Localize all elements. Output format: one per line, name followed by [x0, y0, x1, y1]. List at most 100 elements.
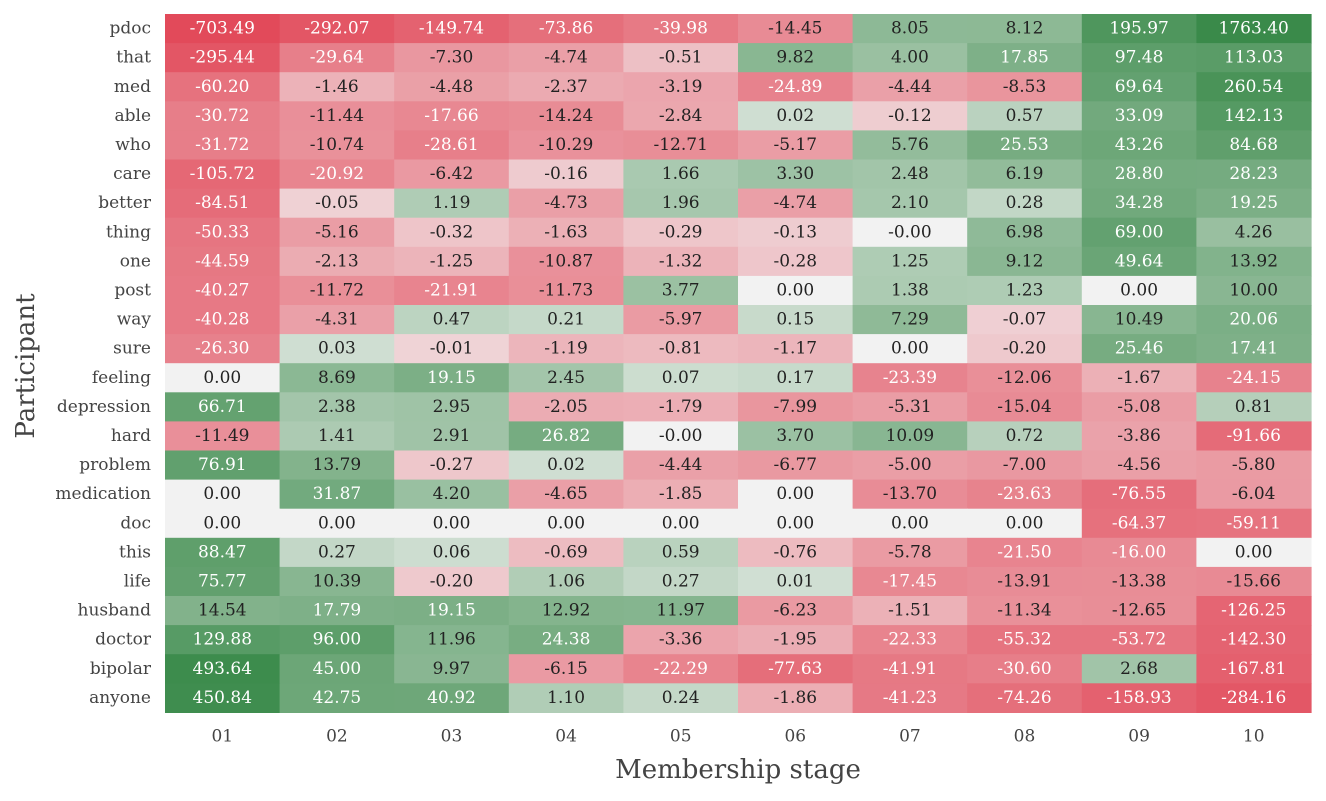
cell-value-label: -29.64	[310, 48, 364, 68]
cell-value-label: -13.38	[1112, 571, 1166, 591]
cell-value-label: 0.00	[203, 484, 241, 504]
heatmap-cell	[1196, 130, 1312, 161]
heatmap-cell	[165, 363, 281, 393]
cell-value-label: -14.24	[539, 106, 593, 126]
heatmap-cell	[1081, 101, 1197, 131]
cell-value-label: -11.44	[310, 106, 364, 126]
heatmap-cell	[852, 14, 968, 44]
heatmap-cell	[508, 566, 624, 597]
y-tick-label: problem	[79, 455, 151, 475]
heatmap-cell	[852, 392, 968, 422]
cell-value-label: -5.80	[1232, 455, 1276, 475]
heatmap-cell	[967, 566, 1083, 597]
heatmap-cell	[1196, 479, 1312, 510]
cell-value-label: 0.57	[1006, 106, 1044, 126]
heatmap-cell	[738, 683, 854, 713]
heatmap-cell	[738, 596, 854, 626]
cell-value-label: -5.08	[1117, 397, 1161, 417]
cell-value-label: -1.63	[544, 222, 588, 242]
heatmap-cell	[738, 392, 854, 422]
heatmap-cell	[165, 566, 281, 597]
cell-value-label: -167.81	[1221, 659, 1286, 679]
heatmap-cell	[738, 450, 854, 481]
heatmap-cell	[738, 508, 854, 539]
cell-value-label: -703.49	[190, 19, 255, 39]
y-axis-title: Participant	[11, 293, 41, 439]
cell-value-label: -158.93	[1106, 688, 1171, 708]
cell-value-label: 1.25	[891, 251, 929, 271]
cell-value-label: -5.16	[315, 222, 359, 242]
heatmap-cell	[279, 683, 395, 713]
cell-value-label: -3.19	[659, 77, 703, 97]
heatmap-cells: -703.49 -292.07 -149.74 -73.86 -39.98 -14.45 8…	[165, 14, 1312, 713]
heatmap-cell	[394, 421, 510, 452]
heatmap-cell	[279, 14, 395, 44]
heatmap-cell	[508, 305, 624, 335]
heatmap-cell	[967, 159, 1083, 190]
heatmap-cell	[279, 246, 395, 277]
cell-value-label: -6.77	[773, 455, 817, 475]
heatmap-cell	[623, 14, 739, 44]
heatmap-cell	[165, 72, 281, 102]
cell-value-label: 0.27	[318, 542, 356, 562]
heatmap-cell	[852, 596, 968, 626]
cell-value-label: 28.23	[1229, 164, 1278, 184]
cell-value-label: 2.38	[318, 397, 356, 417]
heatmap-cell	[165, 334, 281, 364]
cell-value-label: 0.00	[203, 513, 241, 533]
cell-value-label: -84.51	[195, 193, 249, 213]
y-tick-label: thing	[106, 222, 151, 242]
heatmap-cell	[165, 101, 281, 131]
heatmap-cell	[279, 275, 395, 306]
cell-value-label: 9.12	[1006, 251, 1044, 271]
cell-value-label: -6.42	[430, 164, 474, 184]
cell-value-label: -4.44	[888, 77, 932, 97]
cell-value-label: -3.86	[1117, 426, 1161, 446]
cell-value-label: 33.09	[1115, 106, 1164, 126]
heatmap-cell	[165, 654, 281, 684]
cell-value-label: 2.68	[1120, 659, 1158, 679]
cell-value-label: 0.72	[1006, 426, 1044, 446]
heatmap-cell	[394, 159, 510, 190]
heatmap-cell	[508, 392, 624, 422]
heatmap-cell	[279, 421, 395, 452]
heatmap-cell	[623, 43, 739, 73]
cell-value-label: -295.44	[190, 48, 255, 68]
cell-value-label: -0.29	[659, 222, 703, 242]
heatmap-cell	[394, 246, 510, 277]
heatmap-cell	[623, 246, 739, 277]
x-tick-label: 01	[211, 726, 233, 746]
cell-value-label: 17.79	[313, 601, 362, 621]
cell-value-label: -0.05	[315, 193, 359, 213]
heatmap-cell	[165, 450, 281, 481]
cell-value-label: -91.66	[1226, 426, 1280, 446]
heatmap-cell	[508, 72, 624, 102]
heatmap-cell	[394, 130, 510, 161]
heatmap-cell	[508, 101, 624, 131]
heatmap-cell	[852, 450, 968, 481]
cell-value-label: -22.33	[883, 630, 937, 650]
cell-value-label: -5.97	[659, 310, 703, 330]
heatmap-cell	[738, 334, 854, 364]
y-tick-labels: pdoc that med able who care better thing one post…	[55, 19, 151, 708]
heatmap-cell	[852, 421, 968, 452]
cell-value-label: 0.00	[662, 513, 700, 533]
heatmap-cell	[852, 508, 968, 539]
cell-value-label: -6.04	[1232, 484, 1276, 504]
heatmap-cell	[1196, 101, 1312, 131]
cell-value-label: 0.15	[776, 310, 814, 330]
heatmap-cell	[967, 130, 1083, 161]
heatmap-cell	[852, 479, 968, 510]
cell-value-label: -0.00	[888, 222, 932, 242]
cell-value-label: -12.71	[653, 135, 707, 155]
cell-value-label: -126.25	[1221, 601, 1286, 621]
heatmap-cell	[738, 43, 854, 73]
cell-value-label: 0.01	[776, 571, 814, 591]
heatmap-cell	[738, 130, 854, 161]
cell-value-label: -0.12	[888, 106, 932, 126]
cell-value-label: -0.20	[430, 571, 474, 591]
heatmap-cell	[1196, 566, 1312, 597]
cell-value-label: 9.97	[433, 659, 471, 679]
cell-value-label: 8.69	[318, 368, 356, 388]
cell-value-label: -1.79	[659, 397, 703, 417]
